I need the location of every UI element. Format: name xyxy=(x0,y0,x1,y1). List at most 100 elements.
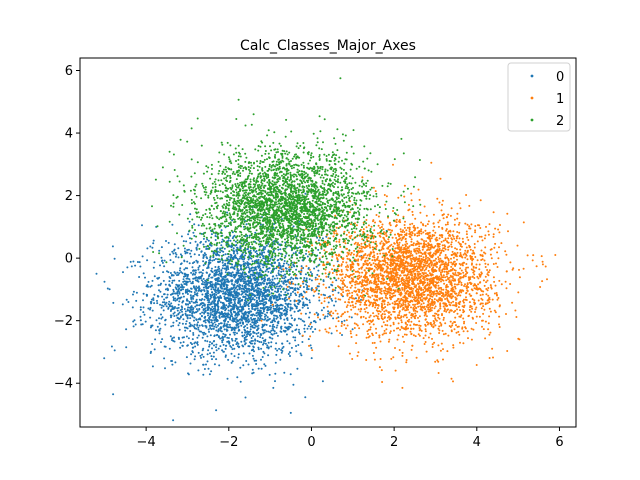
data-point xyxy=(247,345,249,347)
data-point xyxy=(267,289,269,291)
data-point xyxy=(207,360,209,362)
data-point xyxy=(369,247,371,249)
data-point xyxy=(326,297,328,299)
data-point xyxy=(196,248,198,250)
data-point xyxy=(451,207,453,209)
data-point xyxy=(206,272,208,274)
data-point xyxy=(404,221,406,223)
data-point xyxy=(331,248,333,250)
data-point xyxy=(238,346,240,348)
data-point xyxy=(249,341,251,343)
data-point xyxy=(258,263,260,265)
data-point xyxy=(216,254,218,256)
data-point xyxy=(323,280,325,282)
data-point xyxy=(233,291,235,293)
data-point xyxy=(397,197,399,199)
data-point xyxy=(442,289,444,291)
data-point xyxy=(366,307,368,309)
data-point xyxy=(364,304,366,306)
data-point xyxy=(301,267,303,269)
data-point xyxy=(452,347,454,349)
data-point xyxy=(209,341,211,343)
data-point xyxy=(467,337,469,339)
data-point xyxy=(175,254,177,256)
data-point xyxy=(423,294,425,296)
data-point xyxy=(297,299,299,301)
data-point xyxy=(401,282,403,284)
data-point xyxy=(248,302,250,304)
data-point xyxy=(263,330,265,332)
data-point xyxy=(497,229,499,231)
data-point xyxy=(243,280,245,282)
data-point xyxy=(443,274,445,276)
data-point xyxy=(219,251,221,253)
data-point xyxy=(316,274,318,276)
data-point xyxy=(327,310,329,312)
data-point xyxy=(357,351,359,353)
data-point xyxy=(272,276,274,278)
data-point xyxy=(148,281,150,283)
data-point xyxy=(358,244,360,246)
data-point xyxy=(317,316,319,318)
data-point xyxy=(296,300,298,302)
data-point xyxy=(257,293,259,295)
data-point xyxy=(295,294,297,296)
data-point xyxy=(307,307,309,309)
data-point xyxy=(457,252,459,254)
data-point xyxy=(454,224,456,226)
data-point xyxy=(171,364,173,366)
data-point xyxy=(273,317,275,319)
data-point xyxy=(214,363,216,365)
data-point xyxy=(402,352,404,354)
data-point xyxy=(386,324,388,326)
data-point xyxy=(279,248,281,250)
data-point xyxy=(310,271,312,273)
data-point xyxy=(220,297,222,299)
data-point xyxy=(290,326,292,328)
data-point xyxy=(344,276,346,278)
data-point xyxy=(164,319,166,321)
data-point xyxy=(158,329,160,331)
data-point xyxy=(190,291,192,293)
data-point xyxy=(257,340,259,342)
data-point xyxy=(409,245,411,247)
data-point xyxy=(195,241,197,243)
data-point xyxy=(289,266,291,268)
data-point xyxy=(222,351,224,353)
data-point xyxy=(317,278,319,280)
data-point xyxy=(448,259,450,261)
data-point xyxy=(290,308,292,310)
data-point xyxy=(257,332,259,334)
data-point xyxy=(224,334,226,336)
data-point xyxy=(172,296,174,298)
data-point xyxy=(178,307,180,309)
data-point xyxy=(387,304,389,306)
data-point xyxy=(362,323,364,325)
data-point xyxy=(479,276,481,278)
data-point xyxy=(218,255,220,257)
data-point xyxy=(274,291,276,293)
data-point xyxy=(200,276,202,278)
data-point xyxy=(218,323,220,325)
data-point xyxy=(380,283,382,285)
data-point xyxy=(318,293,320,295)
data-point xyxy=(231,283,233,285)
data-point xyxy=(373,262,375,264)
data-point xyxy=(283,263,285,265)
data-point xyxy=(350,330,352,332)
data-point xyxy=(384,316,386,318)
data-point xyxy=(505,281,507,283)
data-point xyxy=(297,303,299,305)
data-point xyxy=(184,274,186,276)
data-point xyxy=(242,285,244,287)
data-point xyxy=(255,289,257,291)
data-point xyxy=(315,287,317,289)
data-point xyxy=(271,338,273,340)
data-point xyxy=(429,298,431,300)
data-point xyxy=(317,314,319,316)
data-point xyxy=(441,204,443,206)
data-point xyxy=(176,288,178,290)
data-point xyxy=(478,300,480,302)
data-point xyxy=(229,272,231,274)
data-point xyxy=(251,349,253,351)
